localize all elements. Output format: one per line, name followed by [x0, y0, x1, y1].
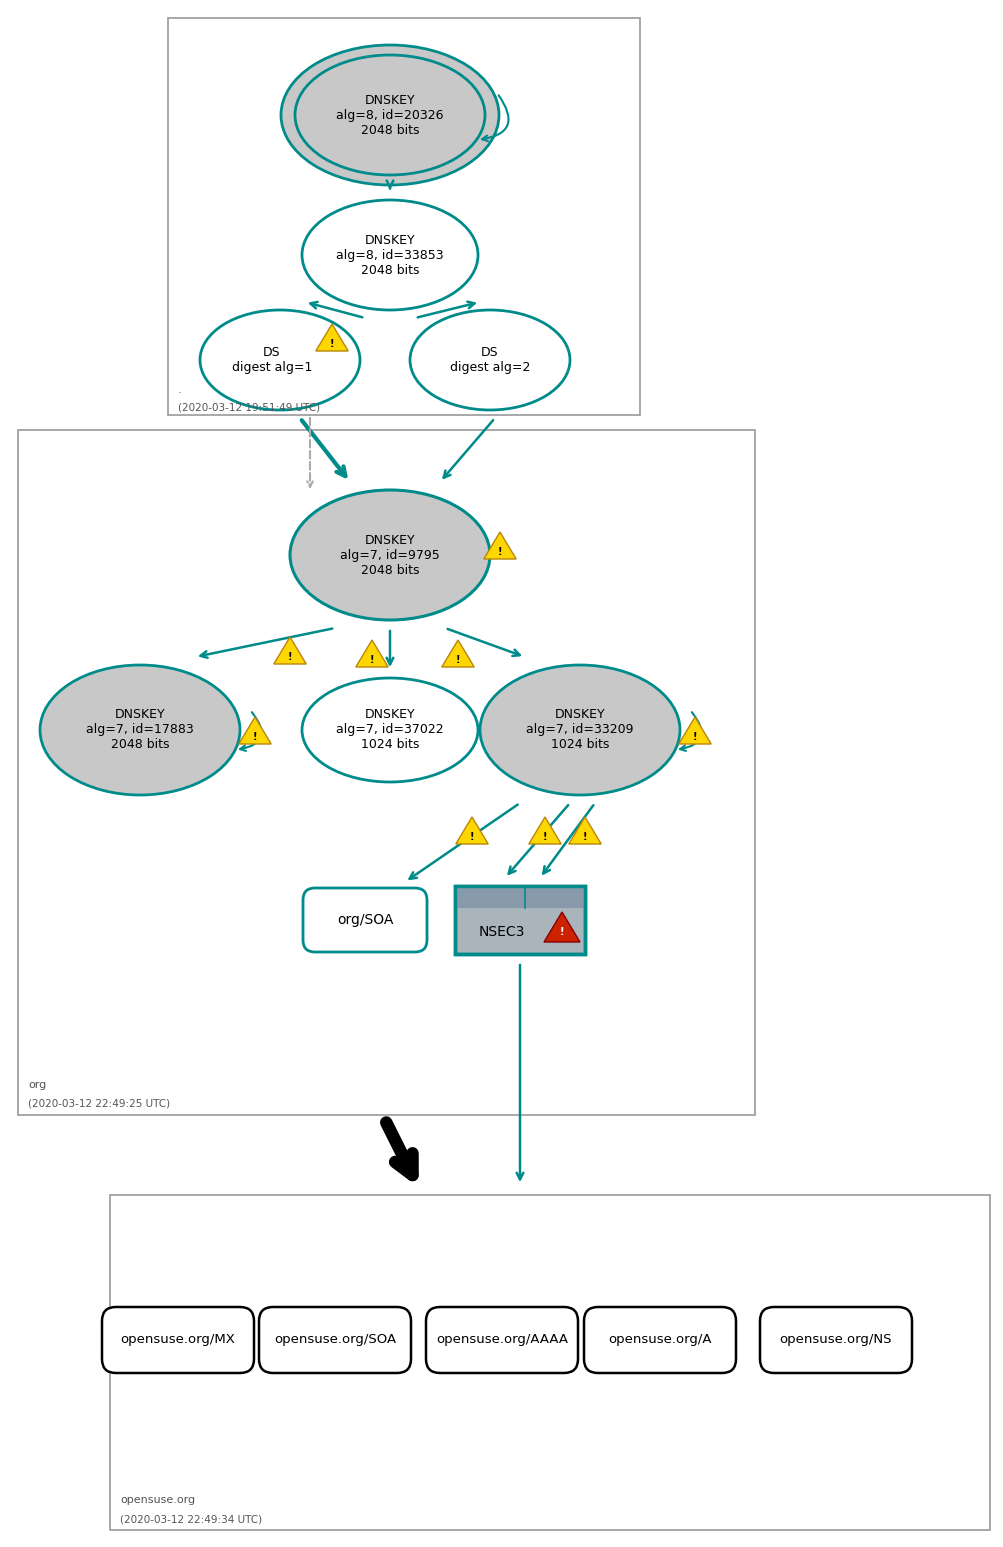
FancyBboxPatch shape — [759, 1307, 911, 1374]
Text: (2020-03-12 22:49:25 UTC): (2020-03-12 22:49:25 UTC) — [28, 1098, 170, 1109]
Text: opensuse.org/NS: opensuse.org/NS — [779, 1334, 892, 1346]
Polygon shape — [355, 640, 388, 667]
Text: !: ! — [469, 832, 473, 842]
Text: !: ! — [692, 732, 696, 743]
Text: !: ! — [560, 927, 564, 937]
Polygon shape — [455, 817, 487, 845]
Text: DS
digest alg=1: DS digest alg=1 — [232, 347, 312, 374]
FancyBboxPatch shape — [425, 1307, 578, 1374]
Text: opensuse.org/SOA: opensuse.org/SOA — [274, 1334, 395, 1346]
Text: NSEC3: NSEC3 — [478, 925, 525, 939]
Ellipse shape — [302, 200, 477, 309]
Ellipse shape — [281, 45, 498, 186]
Text: DS
digest alg=2: DS digest alg=2 — [449, 347, 530, 374]
Bar — [110, 1194, 989, 1530]
Text: !: ! — [582, 832, 587, 842]
FancyBboxPatch shape — [584, 1307, 735, 1374]
Text: DNSKEY
alg=8, id=33853
2048 bits: DNSKEY alg=8, id=33853 2048 bits — [336, 234, 443, 277]
FancyBboxPatch shape — [259, 1307, 410, 1374]
Text: !: ! — [253, 732, 257, 743]
Text: org/SOA: org/SOA — [336, 913, 393, 927]
Ellipse shape — [290, 490, 489, 620]
FancyBboxPatch shape — [454, 886, 585, 908]
Ellipse shape — [295, 56, 484, 175]
Text: opensuse.org/MX: opensuse.org/MX — [120, 1334, 235, 1346]
Ellipse shape — [479, 665, 679, 795]
Text: !: ! — [543, 832, 547, 842]
Ellipse shape — [200, 309, 360, 410]
Bar — [18, 430, 754, 1115]
Text: (2020-03-12 19:51:49 UTC): (2020-03-12 19:51:49 UTC) — [178, 404, 320, 413]
Polygon shape — [316, 323, 348, 351]
Ellipse shape — [40, 665, 240, 795]
Text: DNSKEY
alg=7, id=9795
2048 bits: DNSKEY alg=7, id=9795 2048 bits — [340, 534, 439, 577]
Text: opensuse.org/A: opensuse.org/A — [608, 1334, 711, 1346]
Text: !: ! — [455, 654, 459, 665]
Ellipse shape — [302, 678, 477, 781]
Text: opensuse.org: opensuse.org — [120, 1494, 195, 1505]
Text: !: ! — [329, 339, 334, 348]
Text: !: ! — [369, 654, 374, 665]
Text: .: . — [178, 385, 182, 394]
Text: DNSKEY
alg=8, id=20326
2048 bits: DNSKEY alg=8, id=20326 2048 bits — [336, 93, 443, 136]
FancyBboxPatch shape — [102, 1307, 254, 1374]
Text: !: ! — [497, 546, 502, 557]
Text: opensuse.org/AAAA: opensuse.org/AAAA — [435, 1334, 568, 1346]
Polygon shape — [239, 716, 271, 744]
Polygon shape — [544, 913, 580, 942]
Polygon shape — [529, 817, 561, 845]
Polygon shape — [483, 532, 516, 558]
Text: DNSKEY
alg=7, id=33209
1024 bits: DNSKEY alg=7, id=33209 1024 bits — [526, 709, 633, 752]
Polygon shape — [441, 640, 473, 667]
Text: org: org — [28, 1080, 46, 1091]
FancyBboxPatch shape — [454, 886, 585, 954]
FancyBboxPatch shape — [303, 888, 426, 951]
Polygon shape — [678, 716, 710, 744]
Polygon shape — [274, 637, 306, 664]
Polygon shape — [569, 817, 601, 845]
Text: !: ! — [288, 651, 292, 662]
Text: DNSKEY
alg=7, id=37022
1024 bits: DNSKEY alg=7, id=37022 1024 bits — [336, 709, 443, 752]
Bar — [168, 19, 639, 415]
Text: DNSKEY
alg=7, id=17883
2048 bits: DNSKEY alg=7, id=17883 2048 bits — [86, 709, 194, 752]
Ellipse shape — [409, 309, 570, 410]
Text: (2020-03-12 22:49:34 UTC): (2020-03-12 22:49:34 UTC) — [120, 1515, 262, 1524]
